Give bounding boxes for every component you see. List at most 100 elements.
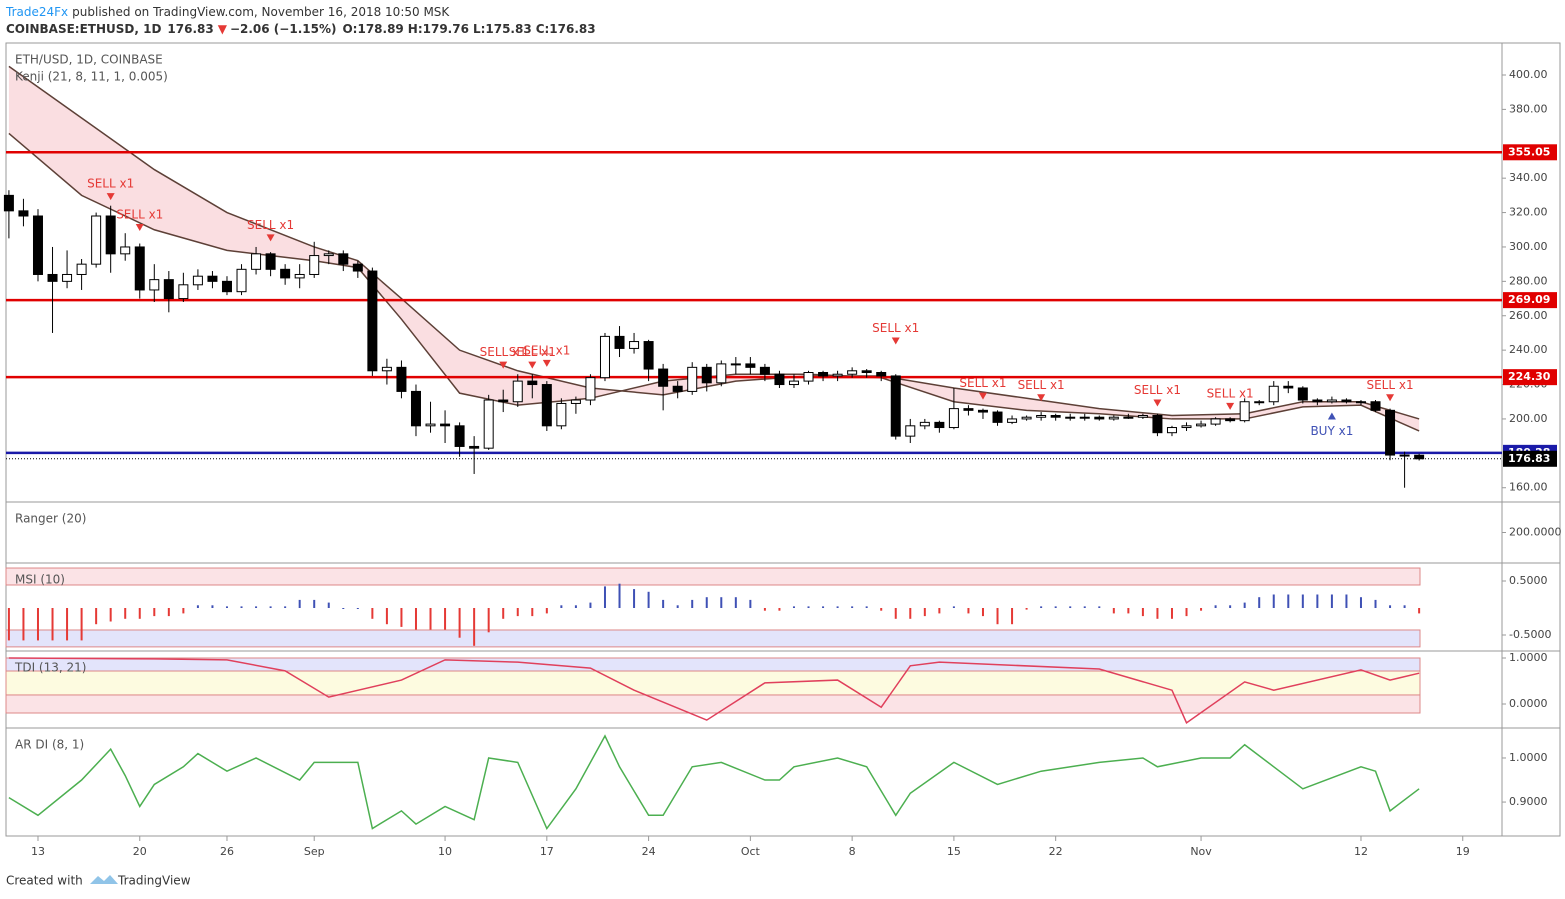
msi-bar (1258, 597, 1261, 608)
msi-bar (1025, 607, 1028, 610)
high: H:179.76 (408, 22, 469, 36)
candle-body (1239, 401, 1250, 422)
candle-body (62, 273, 73, 282)
msi-bar (196, 605, 199, 608)
candle-body (32, 215, 43, 275)
candle-body (1050, 414, 1061, 418)
msi-bar (894, 607, 897, 619)
msi-bar (1054, 606, 1057, 608)
candle-body (163, 279, 174, 300)
msi-bar (22, 607, 25, 641)
candle-body (1268, 385, 1279, 403)
y-tick-label: 200.00 (1509, 412, 1548, 425)
msi-bar (255, 606, 258, 608)
candle-body (716, 363, 727, 384)
footer-brand[interactable]: TradingView (117, 874, 191, 888)
signal-arrow (1226, 402, 1235, 410)
msi-bar (720, 597, 723, 608)
candle-body (1399, 454, 1410, 457)
candle-body (905, 425, 916, 437)
candle-body (803, 372, 814, 382)
last-price-tag (1503, 450, 1557, 467)
candle-body (1021, 416, 1032, 420)
signal-arrow (1153, 399, 1162, 407)
kenji-line (8, 65, 1420, 420)
candle-body (788, 380, 799, 386)
msi-bar (1229, 605, 1232, 608)
msi-bar (1127, 607, 1130, 614)
author[interactable]: Trade24Fx (5, 5, 68, 19)
candle-body (1166, 427, 1177, 434)
candle-body (1225, 418, 1236, 422)
candle-body (1355, 401, 1366, 404)
last-price-label: 176.83 (1508, 452, 1550, 465)
msi-bar (618, 583, 621, 608)
candle-body (352, 263, 363, 272)
y-tick-label: 0.5000 (1509, 574, 1548, 587)
signal-arrow (106, 193, 115, 201)
msi-bar (1287, 594, 1290, 608)
msi-bar (444, 607, 447, 630)
candle-body (1094, 416, 1105, 420)
candle-body (367, 270, 378, 372)
msi-bar (1301, 594, 1304, 608)
candle-body (410, 390, 421, 427)
level-label: 269.09 (1508, 293, 1550, 306)
level-tag (1503, 144, 1557, 161)
msi-bar (778, 607, 781, 611)
msi-bar (1272, 594, 1275, 608)
candle-body (192, 275, 203, 286)
msi-bar (763, 607, 766, 611)
msi-bar (531, 607, 534, 617)
signal-arrow (1037, 394, 1046, 402)
msi-bar (1330, 594, 1333, 608)
footer-created: Created with (6, 874, 83, 888)
x-tick-label: 19 (1456, 845, 1470, 858)
candle-body (76, 263, 87, 275)
msi-bar (36, 607, 39, 641)
msi-bar (269, 606, 272, 608)
msi-bar (1083, 606, 1086, 608)
y-tick-label: 1.0000 (1509, 651, 1548, 664)
candle-body (323, 253, 334, 257)
candle-body (1210, 418, 1221, 425)
msi-bar (603, 586, 606, 608)
msi-bar (807, 606, 810, 608)
candle-body (1108, 416, 1119, 420)
signal-arrow (499, 361, 508, 369)
candle-body (687, 366, 698, 392)
candle-body (890, 375, 901, 437)
candle-body (599, 335, 610, 379)
msi-bar (851, 606, 854, 608)
msi-bar (80, 607, 83, 641)
y-tick-label: 1.0000 (1509, 751, 1548, 764)
y-tick-label: -0.5000 (1509, 628, 1551, 641)
msi-bar (327, 602, 330, 608)
msi-bar (1243, 602, 1246, 608)
msi-bar (51, 607, 54, 641)
candle-body (1079, 416, 1090, 419)
candle-body (1196, 423, 1207, 427)
band (5, 694, 1421, 714)
candle-body (1065, 416, 1076, 419)
msi-bar (1389, 605, 1392, 608)
candle-body (1123, 416, 1134, 419)
msi-bar (938, 607, 941, 614)
band (5, 567, 1421, 586)
candle-body (18, 210, 29, 217)
msi-bar (400, 607, 403, 627)
msi-bar (981, 607, 984, 617)
candle-body (381, 366, 392, 372)
msi-bar (1040, 606, 1043, 608)
panel-title: TDI (13, 21) (14, 661, 86, 675)
indicator-line (8, 734, 1420, 830)
msi-bar (487, 607, 490, 633)
signal-label: SELL x1 (509, 345, 556, 359)
msi-bar (1170, 607, 1173, 619)
signal-label: SELL x1 (959, 376, 1006, 390)
msi-bar (705, 597, 708, 608)
candle-body (832, 373, 843, 377)
candle-body (236, 268, 247, 293)
msi-bar (1403, 605, 1406, 608)
msi-bar (414, 607, 417, 630)
